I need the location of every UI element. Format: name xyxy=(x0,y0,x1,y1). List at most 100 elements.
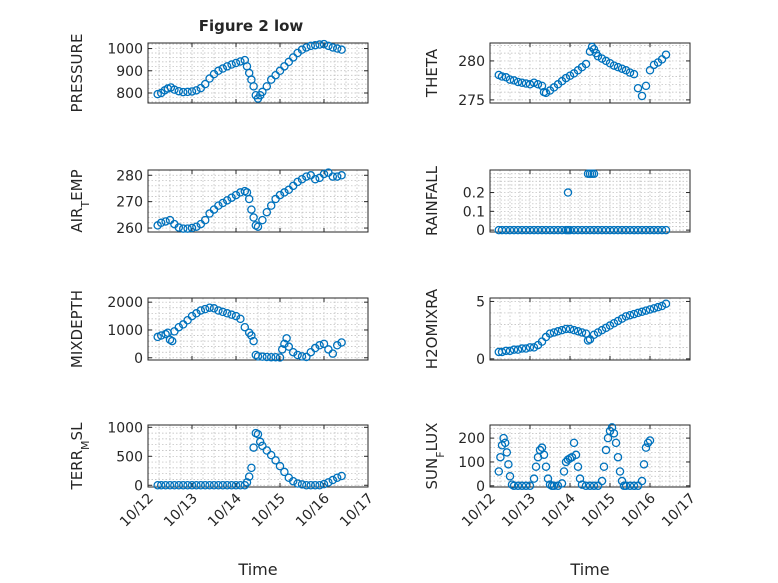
data-point xyxy=(629,225,639,235)
data-point xyxy=(661,50,671,59)
data-point xyxy=(218,481,228,490)
y-tick-label: 0.1 xyxy=(463,204,485,220)
data-point xyxy=(501,346,511,356)
data-point xyxy=(537,225,547,235)
data-point xyxy=(156,218,166,228)
data-point xyxy=(275,66,285,76)
data-point xyxy=(641,81,651,91)
subplot-row3-right: 0 5 H2OMIXRA xyxy=(423,288,691,369)
data-point xyxy=(609,61,619,70)
data-point xyxy=(236,314,245,324)
data-point xyxy=(577,225,587,235)
y-tick-label: 800 xyxy=(116,86,143,102)
data-point xyxy=(641,306,651,315)
data-point xyxy=(337,171,346,180)
data-point xyxy=(153,481,162,490)
data-point xyxy=(332,473,342,482)
y-axis-label: TERRMSL xyxy=(68,422,92,491)
data-point xyxy=(496,452,505,462)
data-point xyxy=(266,75,276,84)
data-point xyxy=(200,79,210,89)
data-point xyxy=(629,309,639,319)
data-point xyxy=(589,169,599,179)
data-point xyxy=(275,461,285,471)
data-point xyxy=(178,224,188,233)
data-point xyxy=(553,327,563,336)
data-point xyxy=(625,225,635,235)
data-point xyxy=(563,188,573,197)
data-point xyxy=(187,223,197,233)
data-point xyxy=(501,225,511,235)
data-point xyxy=(222,196,232,205)
data-point xyxy=(569,438,579,448)
data-point xyxy=(557,479,567,488)
data-point xyxy=(529,78,539,87)
data-point xyxy=(266,450,276,460)
data-point xyxy=(280,339,289,349)
data-point xyxy=(629,69,639,79)
x-axis-label: Time xyxy=(569,560,609,579)
y-tick-label: 270 xyxy=(116,195,143,211)
data-point xyxy=(156,481,166,490)
figure-title: Figure 2 low xyxy=(199,17,304,35)
data-point xyxy=(513,225,523,235)
data-point xyxy=(643,438,653,448)
data-point xyxy=(174,86,184,96)
data-point xyxy=(284,57,294,67)
axes-box xyxy=(489,42,691,104)
data-point xyxy=(509,345,519,354)
data-point xyxy=(521,344,531,353)
y-tick-label: 1000 xyxy=(107,42,143,58)
data-point xyxy=(247,463,256,473)
data-point xyxy=(174,223,184,232)
data-point xyxy=(509,481,519,491)
y-axis-label-rest: LUX xyxy=(423,423,441,452)
data-point xyxy=(615,467,625,476)
subplot-row1-left: 800 900 1000 PRESSURE xyxy=(68,34,369,112)
data-point xyxy=(222,309,232,318)
data-point xyxy=(218,307,228,317)
data-point xyxy=(504,460,513,469)
data-point xyxy=(170,481,179,490)
data-point xyxy=(499,433,508,443)
data-point xyxy=(633,83,643,93)
data-point xyxy=(271,456,280,465)
data-point xyxy=(585,481,595,491)
data-point xyxy=(517,481,527,491)
x-axis-label: Time xyxy=(237,560,277,579)
data-point xyxy=(505,472,515,481)
data-point xyxy=(183,224,192,233)
data-point xyxy=(559,467,569,476)
data-point xyxy=(231,190,241,200)
data-point xyxy=(605,225,615,235)
data-point xyxy=(645,66,655,75)
data-point xyxy=(253,430,263,439)
y-tick-label: 5 xyxy=(476,294,485,310)
data-point xyxy=(613,452,623,462)
data-point xyxy=(611,438,621,448)
data-point xyxy=(258,215,267,225)
y-tick-label: 900 xyxy=(116,64,143,80)
data-point xyxy=(165,335,175,344)
data-point xyxy=(497,72,507,81)
data-point xyxy=(645,225,655,235)
data-point xyxy=(521,481,531,491)
data-point xyxy=(319,39,329,49)
y-tick-label: 260 xyxy=(116,221,143,237)
data-point xyxy=(302,352,311,362)
data-point xyxy=(625,481,635,491)
y-axis-label: H2OMIXRA xyxy=(423,288,441,369)
data-point xyxy=(315,341,324,350)
data-point xyxy=(247,331,256,340)
data-point xyxy=(161,481,170,490)
data-point xyxy=(597,476,607,486)
data-point xyxy=(633,225,643,235)
data-point xyxy=(645,436,655,445)
y-axis-label-subscript: T xyxy=(79,201,92,209)
y-axis-label-main: AIR xyxy=(68,208,86,233)
data-point xyxy=(517,225,527,235)
data-point xyxy=(258,441,267,451)
data-point xyxy=(525,343,535,352)
axes-box xyxy=(147,42,369,104)
